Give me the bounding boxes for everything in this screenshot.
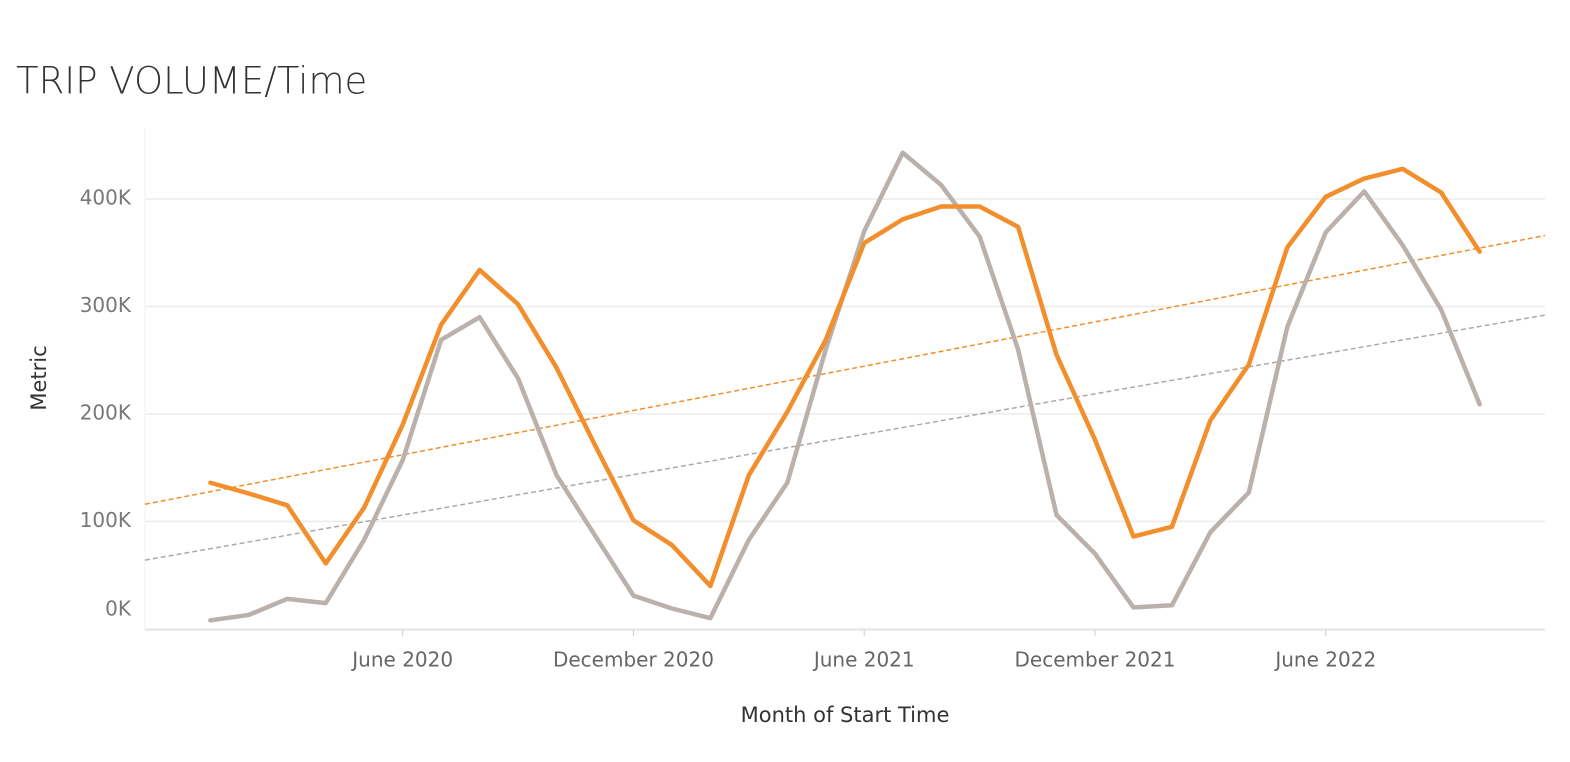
x-axis-title: Month of Start Time [741, 703, 950, 727]
x-tick-label: June 2021 [812, 648, 915, 672]
series-line [208, 150, 1482, 623]
x-tick-label: June 2022 [1273, 648, 1376, 672]
x-tick-label: June 2020 [350, 648, 453, 672]
y-tick-label: 200K [80, 400, 132, 424]
y-tick-label: 300K [80, 293, 132, 317]
trend-line [144, 314, 1546, 561]
x-tick-label: December 2021 [1015, 648, 1176, 672]
y-tick-label: 400K [80, 185, 132, 209]
y-tick-label: 0K [105, 597, 132, 621]
y-axis-title: Metric [27, 345, 51, 410]
chart-title: TRIP VOLUME/Time [16, 60, 367, 103]
x-tick-label: December 2020 [553, 648, 714, 672]
series-line [208, 166, 1482, 589]
trend-line [144, 234, 1546, 505]
y-tick-label: 100K [80, 508, 132, 532]
